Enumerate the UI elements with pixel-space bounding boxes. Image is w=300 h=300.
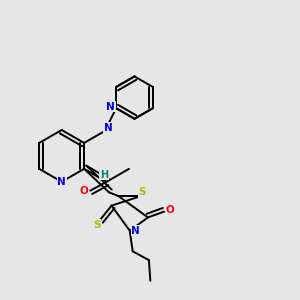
- Text: S: S: [139, 187, 146, 197]
- Text: S: S: [93, 220, 100, 230]
- Text: N: N: [57, 177, 66, 187]
- Text: N: N: [103, 123, 112, 133]
- Text: O: O: [166, 205, 174, 215]
- Text: N: N: [106, 102, 115, 112]
- Text: O: O: [80, 186, 88, 196]
- Text: N: N: [131, 226, 140, 236]
- Text: H: H: [100, 170, 108, 180]
